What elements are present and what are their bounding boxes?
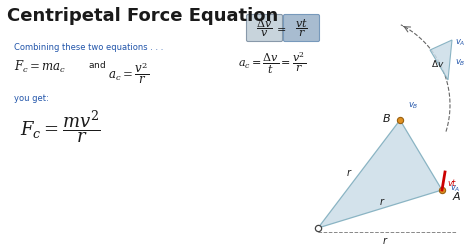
Text: $a_c = \dfrac{v^2}{r}$: $a_c = \dfrac{v^2}{r}$ bbox=[108, 59, 149, 85]
Text: $F_c = ma_c$: $F_c = ma_c$ bbox=[14, 59, 66, 75]
Text: $F_c = \dfrac{mv^2}{r}$: $F_c = \dfrac{mv^2}{r}$ bbox=[20, 108, 101, 144]
Text: you get:: you get: bbox=[14, 94, 49, 102]
Text: $B$: $B$ bbox=[382, 112, 391, 124]
Text: $\Delta v$: $\Delta v$ bbox=[431, 58, 445, 69]
Polygon shape bbox=[430, 41, 452, 81]
Polygon shape bbox=[318, 120, 442, 228]
Text: $v_B$: $v_B$ bbox=[455, 58, 465, 68]
FancyBboxPatch shape bbox=[246, 16, 283, 42]
FancyBboxPatch shape bbox=[283, 16, 319, 42]
Text: $v_A$: $v_A$ bbox=[450, 183, 461, 194]
Text: $r$: $r$ bbox=[382, 234, 388, 246]
Text: $r$: $r$ bbox=[346, 166, 352, 177]
Text: $r$: $r$ bbox=[379, 196, 385, 207]
Text: $\dfrac{\Delta v}{v}$: $\dfrac{\Delta v}{v}$ bbox=[256, 18, 272, 39]
Text: Combining these two equations . . .: Combining these two equations . . . bbox=[14, 43, 164, 52]
Text: $\dfrac{vt}{r}$: $\dfrac{vt}{r}$ bbox=[295, 18, 307, 39]
Text: $vt$: $vt$ bbox=[447, 176, 457, 187]
Text: $A$: $A$ bbox=[452, 189, 461, 201]
Text: $\mathrm{and}$: $\mathrm{and}$ bbox=[88, 59, 106, 70]
Text: $=$: $=$ bbox=[274, 23, 286, 33]
Text: $a_c = \dfrac{\Delta v}{t} = \dfrac{v^2}{r}$: $a_c = \dfrac{\Delta v}{t} = \dfrac{v^2}… bbox=[238, 51, 306, 76]
Text: Centripetal Force Equation: Centripetal Force Equation bbox=[7, 7, 278, 25]
Text: $v_A$: $v_A$ bbox=[455, 38, 465, 48]
Text: $v_B$: $v_B$ bbox=[408, 100, 419, 111]
